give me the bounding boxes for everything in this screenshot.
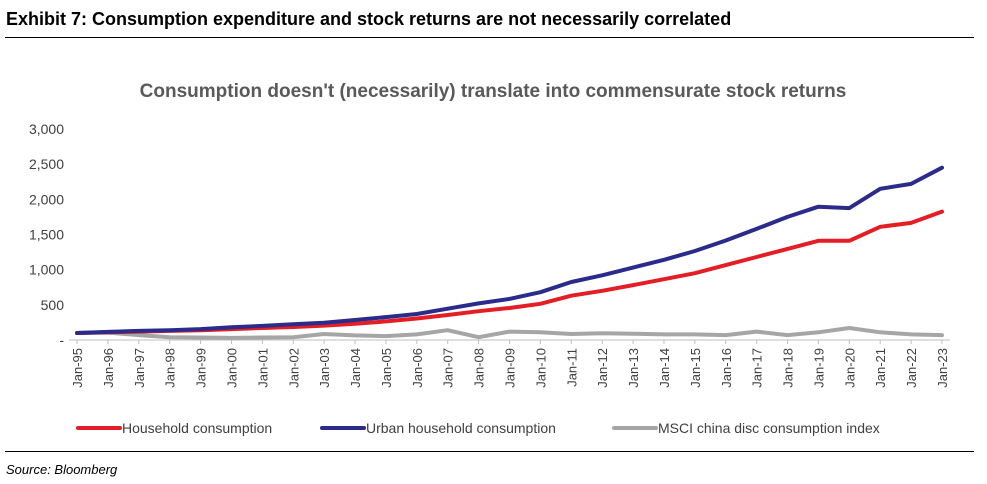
x-tick-label: Jan-20: [842, 348, 857, 388]
x-tick-label: Jan-08: [472, 348, 487, 388]
y-tick-label: 2,000: [29, 191, 64, 207]
y-tick-label: 500: [41, 297, 65, 313]
y-tick-label: 1,000: [29, 262, 64, 278]
x-tick-label: Jan-12: [595, 348, 610, 388]
y-axis-ticks: - 500 1,000 1,500 2,000 2,500 3,000: [29, 121, 64, 348]
x-tick-label: Jan-19: [811, 348, 826, 388]
x-tick-label: Jan-07: [441, 348, 456, 388]
x-tick-label: Jan-21: [873, 348, 888, 388]
x-tick-label: Jan-14: [657, 348, 672, 388]
x-axis-ticks: Jan-95 Jan-96 Jan-97 Jan-98 Jan-99 Jan-00 Jan-…: [70, 340, 950, 388]
y-tick-label: 2,500: [29, 156, 64, 172]
legend-label: MSCI china disc consumption index: [658, 420, 880, 436]
x-tick-label: Jan-22: [904, 348, 919, 388]
legend-label: Urban household consumption: [366, 420, 556, 436]
x-tick-label: Jan-01: [255, 348, 270, 388]
x-tick-label: Jan-13: [626, 348, 641, 388]
x-tick-label: Jan-06: [410, 348, 425, 388]
chart-title: Consumption doesn't (necessarily) transl…: [140, 81, 847, 102]
series-lines: [75, 165, 944, 340]
x-tick-label: Jan-23: [935, 348, 950, 388]
x-tick-label: Jan-05: [379, 348, 394, 388]
series-line: [75, 209, 944, 335]
footer-rule: [5, 451, 974, 452]
x-tick-label: Jan-99: [194, 348, 209, 388]
x-tick-label: Jan-97: [132, 348, 147, 388]
x-tick-label: Jan-16: [719, 348, 734, 388]
y-tick-label: 3,000: [29, 121, 64, 137]
header-rule: [5, 37, 974, 38]
x-tick-label: Jan-18: [781, 348, 796, 388]
x-tick-label: Jan-96: [101, 348, 116, 388]
x-tick-label: Jan-03: [317, 348, 332, 388]
exhibit-title: Exhibit 7: Consumption expenditure and s…: [6, 9, 732, 29]
x-tick-label: Jan-02: [286, 348, 301, 388]
series-line: [75, 165, 944, 335]
x-tick-label: Jan-17: [750, 348, 765, 388]
y-tick-label: 1,500: [29, 227, 64, 243]
source-note: Source: Bloomberg: [6, 462, 118, 477]
series-line: [75, 326, 944, 340]
x-tick-label: Jan-00: [224, 348, 239, 388]
x-tick-label: Jan-95: [70, 348, 85, 388]
line-chart: Consumption doesn't (necessarily) transl…: [29, 81, 950, 436]
x-tick-label: Jan-15: [688, 348, 703, 388]
x-tick-label: Jan-98: [163, 348, 178, 388]
legend: Household consumption Urban household con…: [76, 420, 880, 436]
y-tick-label: -: [59, 332, 64, 348]
x-tick-label: Jan-09: [503, 348, 518, 388]
x-tick-label: Jan-10: [533, 348, 548, 388]
x-tick-label: Jan-04: [348, 348, 363, 388]
legend-label: Household consumption: [122, 420, 272, 436]
x-tick-label: Jan-11: [564, 348, 579, 387]
